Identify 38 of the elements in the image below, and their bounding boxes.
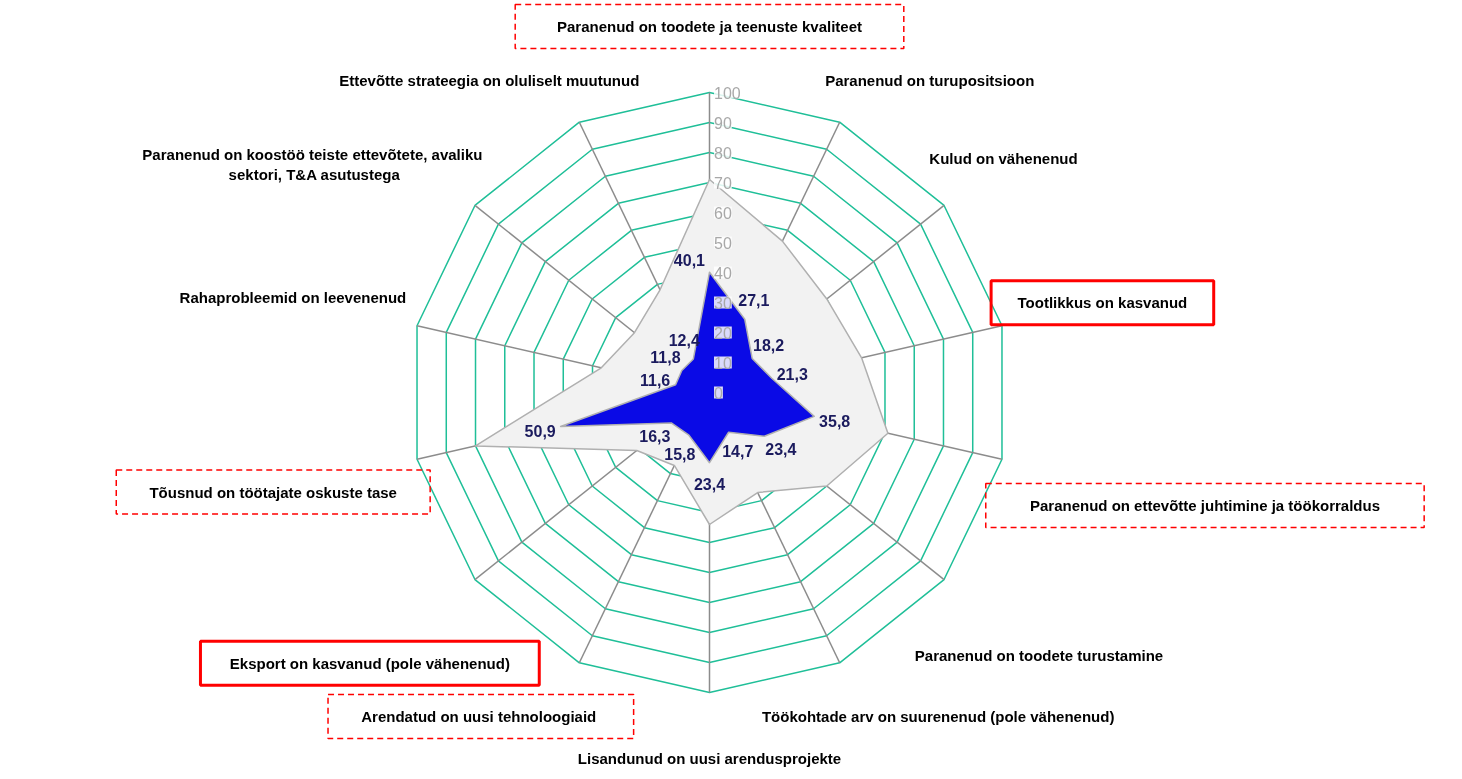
data-label: 40,1 [673, 252, 706, 270]
spoke-label: Paranenud on ettevõtte juhtimine ja töökorraldus [1029, 497, 1380, 515]
spoke-label: Ettevõtte strateegia on oluliselt muutunud [339, 72, 640, 89]
data-label: 15,8 [664, 446, 696, 464]
spoke-label: Tõusnud on töötajate oskuste tase [149, 483, 397, 501]
y-tick-label: 70 [714, 174, 732, 192]
spoke-label: Arendatud on uusi tehnoloogiaid [361, 708, 597, 725]
data-label: 35,8 [819, 413, 851, 431]
y-tick-label: 90 [714, 114, 732, 132]
data-label: 21,3 [776, 365, 808, 383]
spoke-label: Rahaprobleemid on leevenenud [179, 288, 407, 306]
y-tick-label: 20 [714, 324, 732, 342]
y-tick-label: 60 [714, 204, 732, 222]
y-tick-label: 0 [714, 384, 723, 402]
data-label: 18,2 [753, 337, 785, 355]
data-label: 16,3 [639, 428, 671, 446]
spoke-label: Paranenud on turupositsioon [825, 72, 1035, 89]
data-label: 14,7 [722, 443, 754, 461]
y-tick-label: 100 [714, 84, 741, 102]
spoke-label: Töökohtade arv on suurenenud (pole vähenenud) [761, 708, 1115, 725]
y-tick-label: 40 [714, 264, 732, 282]
data-label: 50,9 [524, 423, 556, 441]
y-tick-label: 30 [714, 294, 732, 312]
data-label: 23,4 [765, 441, 797, 459]
data-label: 11,8 [650, 349, 681, 367]
y-tick-label: 50 [714, 234, 732, 252]
spoke-label: Tootlikkus on kasvanud [1017, 294, 1188, 312]
spoke-label: Kulud on vähenenud [929, 149, 1078, 167]
spoke-label: Lisandunud on uusi arendusprojekte [577, 750, 842, 767]
spoke-label: Paranenud on koostöö teiste ettevõtete, avaliku sektori, T&A asutustega [142, 146, 483, 184]
spoke-label: Paranenud on toodete turustamine [914, 646, 1164, 664]
data-label: 23,4 [693, 475, 726, 493]
data-label: 27,1 [738, 292, 770, 310]
y-tick-label: 80 [714, 144, 732, 162]
y-tick-label: 10 [714, 354, 732, 372]
data-label: 11,6 [639, 372, 671, 390]
spoke-label: Eksport on kasvanud (pole vähenenud) [229, 654, 510, 672]
spoke-label: Paranenud on toodete ja teenuste kvaliteet [556, 18, 863, 35]
